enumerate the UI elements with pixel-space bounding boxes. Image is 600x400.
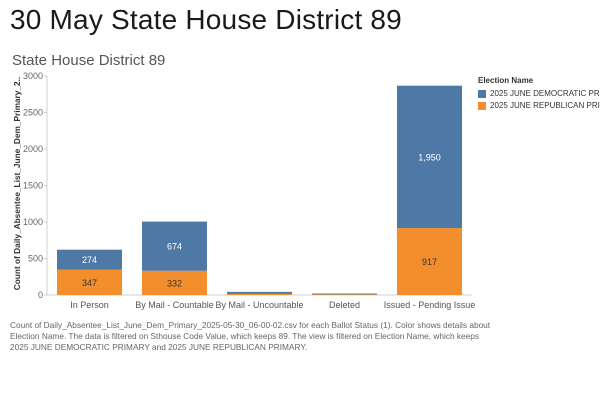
legend-swatch-democratic (478, 89, 486, 98)
y-tick-label-1500: 1500 (23, 181, 43, 191)
data-label-in-person-republican: 347 (82, 278, 97, 288)
bar-by-mail-countable-republican (142, 270, 207, 295)
data-label-issued-pending-issue-republican: 917 (422, 257, 437, 267)
chart-caption: Count of Daily_Absentee_List_June_Dem_Pr… (10, 320, 491, 352)
x-tick-label-in-person: In Person (70, 300, 109, 310)
legend-item-republican[interactable]: 2025 JUNE REPUBLICAN PRIMARY (478, 101, 600, 110)
bar-by-mail-uncountable-democratic (227, 291, 292, 294)
page-title: 30 May State House District 89 (10, 4, 402, 35)
legend-swatch-republican (478, 101, 486, 110)
y-tick-label-0: 0 (38, 290, 43, 300)
bar-deleted-democratic (312, 293, 377, 295)
bar-deleted-republican (312, 294, 377, 295)
y-tick-label-3000: 3000 (23, 71, 43, 81)
data-label-in-person-democratic: 274 (82, 255, 97, 265)
bar-by-mail-uncountable-republican (227, 293, 292, 295)
legend-label-republican: 2025 JUNE REPUBLICAN PRIMARY (490, 101, 600, 110)
y-tick-label-2000: 2000 (23, 144, 43, 154)
x-tick-label-issued-pending-issue: Issued - Pending Issue (384, 300, 475, 310)
chart-title: State House District 89 (12, 52, 166, 69)
legend-label-democratic: 2025 JUNE DEMOCRATIC PRIMARY (490, 89, 600, 98)
data-label-by-mail-countable-republican: 332 (167, 278, 182, 288)
legend: Election Name 2025 JUNE DEMOCRATIC PRIMA… (478, 76, 600, 113)
legend-item-democratic[interactable]: 2025 JUNE DEMOCRATIC PRIMARY (478, 89, 600, 98)
y-tick-label-1000: 1000 (23, 217, 43, 227)
data-label-by-mail-countable-democratic: 674 (167, 242, 182, 252)
x-tick-label-by-mail-uncountable: By Mail - Uncountable (215, 300, 303, 310)
x-tick-label-by-mail-countable: By Mail - Countable (135, 300, 214, 310)
bar-issued-pending-issue-republican (397, 228, 462, 295)
y-tick-label-500: 500 (28, 254, 43, 264)
bar-in-person-republican (57, 269, 122, 295)
bar-issued-pending-issue-democratic (397, 85, 462, 229)
bar-in-person-democratic (57, 249, 122, 270)
data-label-issued-pending-issue-democratic: 1,950 (418, 152, 441, 162)
x-tick-label-deleted: Deleted (329, 300, 360, 310)
legend-title: Election Name (478, 76, 534, 85)
y-tick-label-2500: 2500 (23, 108, 43, 118)
bar-by-mail-countable-democratic (142, 221, 207, 271)
y-axis-title: Count of Daily_Absentee_List_June_Dem_Pr… (12, 77, 22, 291)
